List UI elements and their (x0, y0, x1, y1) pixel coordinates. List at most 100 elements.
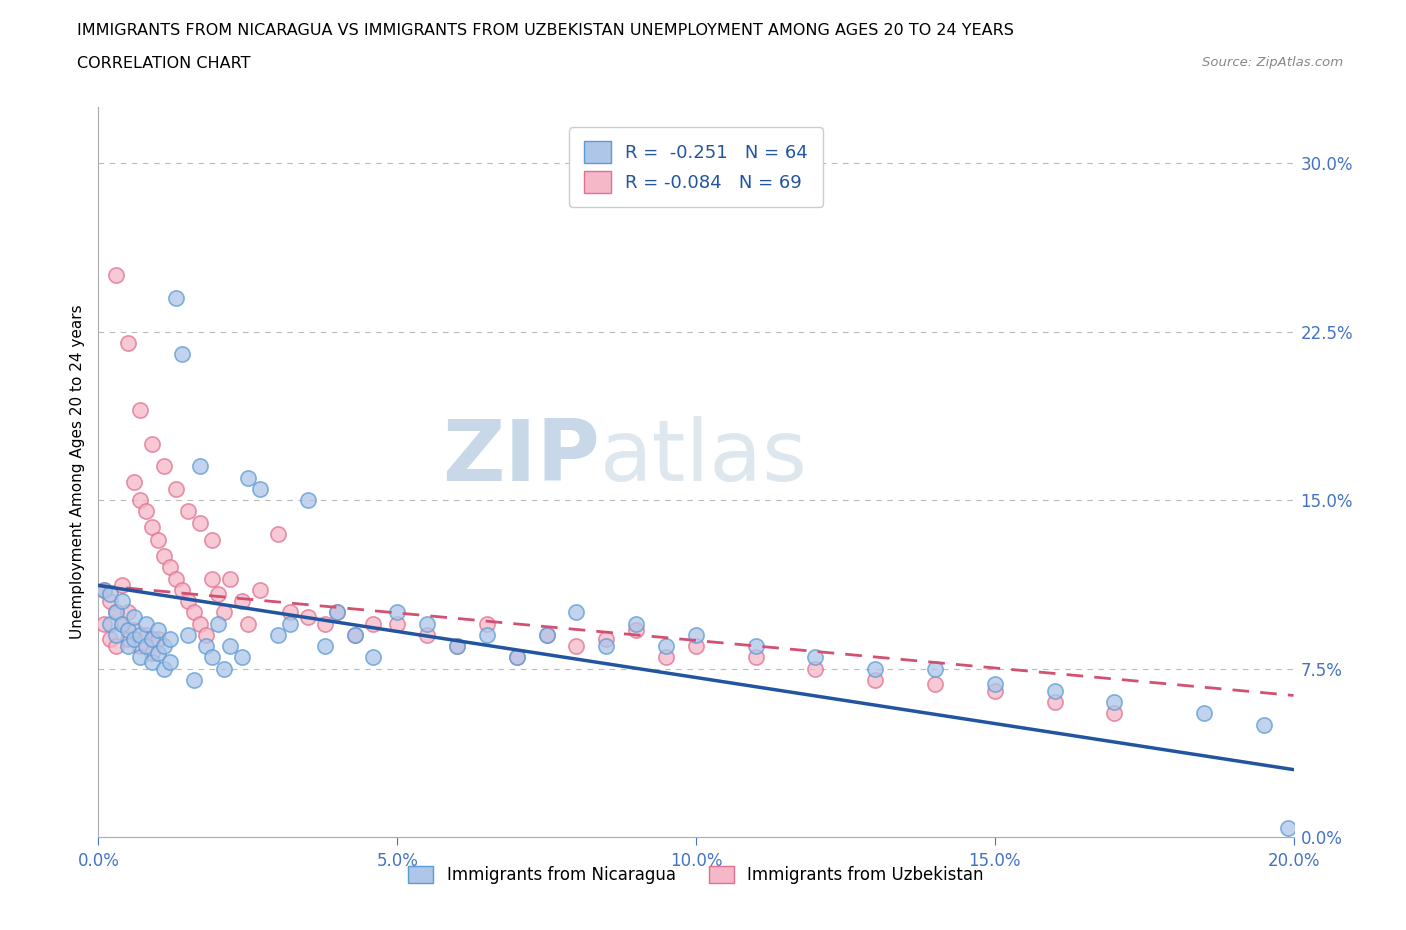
Point (135, 639, 157, 654)
Point (626, 623, 648, 638)
Point (924, 677, 946, 692)
Point (685, 628, 707, 643)
Point (249, 582, 271, 597)
Point (141, 520, 163, 535)
Point (267, 526, 290, 541)
Point (1192, 706, 1215, 721)
Text: atlas: atlas (600, 416, 808, 498)
Point (326, 604, 349, 619)
Point (124, 474, 146, 489)
Point (148, 623, 170, 638)
Point (201, 571, 224, 586)
Point (165, 571, 187, 586)
Point (159, 655, 181, 670)
Point (129, 403, 152, 418)
Point (924, 661, 946, 676)
Point (98, 587, 122, 602)
Point (129, 493, 152, 508)
Point (363, 617, 385, 631)
Point (385, 604, 409, 619)
Point (172, 582, 194, 597)
Point (98, 593, 122, 608)
Point (236, 471, 259, 485)
Point (278, 617, 301, 631)
Point (1043, 684, 1066, 698)
Point (141, 645, 163, 660)
Point (267, 628, 290, 643)
Point (153, 458, 176, 473)
Point (188, 617, 211, 631)
Point (804, 650, 827, 665)
Point (141, 436, 163, 451)
Point (385, 617, 409, 631)
Point (446, 639, 468, 654)
Point (111, 578, 134, 592)
Point (1104, 695, 1126, 710)
Point (595, 639, 617, 654)
Point (655, 639, 678, 654)
Point (475, 617, 498, 631)
Point (446, 639, 468, 654)
Point (105, 604, 128, 619)
Point (135, 504, 157, 519)
Point (315, 617, 337, 631)
Point (984, 684, 1007, 698)
Point (105, 268, 128, 283)
Point (984, 677, 1007, 692)
Point (231, 650, 253, 665)
Point (165, 290, 187, 305)
Point (117, 336, 139, 351)
Point (219, 571, 242, 586)
Point (536, 628, 558, 643)
Point (177, 628, 200, 643)
Point (159, 560, 181, 575)
Point (315, 639, 337, 654)
Point (105, 628, 128, 643)
Point (865, 661, 887, 676)
Point (212, 661, 235, 676)
Point (111, 617, 134, 631)
Text: CORRELATION CHART: CORRELATION CHART (77, 56, 250, 71)
Point (207, 587, 229, 602)
Point (183, 672, 205, 687)
Point (231, 593, 253, 608)
Point (153, 661, 176, 676)
Legend: Immigrants from Nicaragua, Immigrants from Uzbekistan: Immigrants from Nicaragua, Immigrants fr… (402, 859, 990, 891)
Point (249, 482, 271, 497)
Point (201, 650, 224, 665)
Point (172, 347, 194, 362)
Point (177, 593, 200, 608)
Point (565, 604, 588, 619)
Point (93, 582, 115, 597)
Point (865, 672, 887, 687)
Point (188, 515, 211, 530)
Point (655, 650, 678, 665)
Point (188, 458, 211, 473)
Point (1104, 706, 1126, 721)
Point (475, 628, 498, 643)
Y-axis label: Unemployment Among Ages 20 to 24 years: Unemployment Among Ages 20 to 24 years (69, 305, 84, 639)
Point (326, 604, 349, 619)
Point (212, 604, 235, 619)
Point (219, 639, 242, 654)
Point (148, 533, 170, 548)
Point (129, 650, 152, 665)
Point (117, 639, 139, 654)
Point (148, 631, 170, 646)
Point (141, 655, 163, 670)
Point (129, 628, 152, 643)
Point (207, 617, 229, 631)
Text: IMMIGRANTS FROM NICARAGUA VS IMMIGRANTS FROM UZBEKISTAN UNEMPLOYMENT AMONG AGES : IMMIGRANTS FROM NICARAGUA VS IMMIGRANTS … (77, 23, 1014, 38)
Point (236, 617, 259, 631)
Text: ZIP: ZIP (443, 416, 600, 498)
Point (177, 504, 200, 519)
Point (111, 617, 134, 631)
Point (105, 604, 128, 619)
Point (297, 609, 319, 624)
Point (297, 493, 319, 508)
Point (153, 549, 176, 564)
Point (344, 628, 367, 643)
Point (117, 631, 139, 646)
Text: Source: ZipAtlas.com: Source: ZipAtlas.com (1202, 56, 1343, 69)
Point (141, 631, 163, 646)
